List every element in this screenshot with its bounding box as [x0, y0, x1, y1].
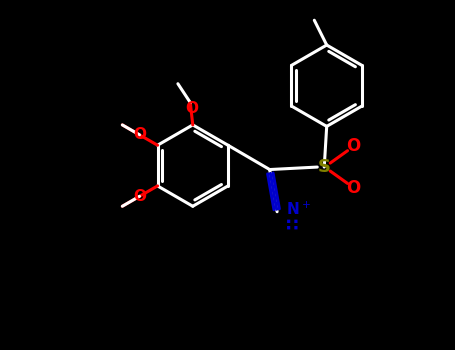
Text: N$^+$: N$^+$: [286, 201, 311, 218]
Text: O: O: [133, 127, 146, 142]
Text: S: S: [318, 158, 331, 176]
Text: ∷: ∷: [286, 217, 298, 235]
Text: O: O: [133, 189, 146, 204]
Text: O: O: [346, 179, 361, 197]
Text: O: O: [185, 101, 198, 116]
Text: O: O: [346, 137, 361, 155]
